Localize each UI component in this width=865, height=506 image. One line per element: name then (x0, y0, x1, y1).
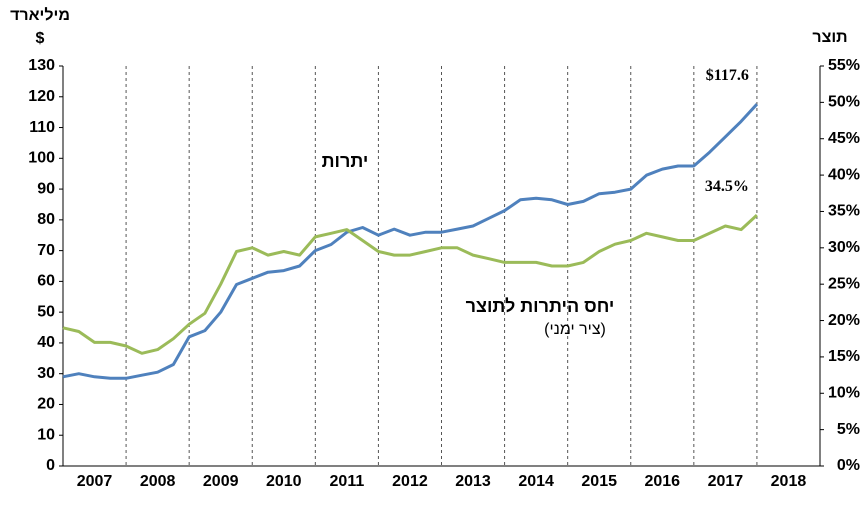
y2-axis-title: תוצר (812, 29, 847, 46)
y2-tick-label: 5% (837, 421, 860, 438)
y-tick-label: 70 (37, 242, 55, 259)
y-tick-label: 80 (37, 211, 55, 228)
y-tick-label: 20 (37, 396, 55, 413)
y-tick-label: 130 (28, 57, 55, 74)
y2-tick-label: 55% (828, 57, 860, 74)
x-tick-label: 2017 (708, 473, 744, 490)
x-tick-label: 2008 (140, 473, 176, 490)
y2-tick-label: 15% (828, 348, 860, 365)
end-label: 34.5% (705, 178, 749, 195)
y2-tick-label: 25% (828, 275, 860, 292)
x-tick-label: 2016 (644, 473, 680, 490)
y-tick-label: 40 (37, 334, 55, 351)
y2-tick-label: 30% (828, 239, 860, 256)
y-tick-label: 100 (28, 150, 55, 167)
x-tick-label: 2018 (771, 473, 807, 490)
x-tick-label: 2009 (203, 473, 239, 490)
y-tick-label: 110 (29, 119, 55, 136)
axis-note: (ציר ימני) (544, 321, 606, 338)
series-label: יחס היתרות לתוצר (466, 296, 615, 316)
y-tick-label: 10 (37, 426, 55, 443)
series-label: יתרות (322, 151, 369, 171)
y-tick-label: 60 (37, 273, 55, 290)
y2-tick-label: 50% (828, 94, 860, 111)
series-line (62, 103, 759, 380)
x-tick-label: 2012 (392, 473, 428, 490)
y-tick-label: 90 (37, 180, 55, 197)
series-line (62, 213, 758, 355)
x-tick-label: 2015 (581, 473, 617, 490)
y2-tick-label: 45% (828, 130, 860, 147)
y-tick-label: 50 (37, 303, 55, 320)
y2-tick-label: 10% (828, 384, 860, 401)
y2-tick-label: 0% (837, 457, 860, 474)
y-axis-title: מיליארד (10, 6, 70, 24)
y-tick-label: 30 (37, 365, 55, 382)
x-tick-label: 2013 (455, 473, 491, 490)
x-tick-label: 2007 (77, 473, 113, 490)
end-label: $117.6 (706, 67, 749, 84)
x-tick-label: 2014 (518, 473, 554, 490)
y-tick-label: 120 (28, 88, 55, 105)
y-axis-unit: $ (36, 30, 45, 47)
y2-tick-label: 20% (828, 312, 860, 329)
y-tick-label: 0 (46, 457, 55, 474)
y2-tick-label: 40% (828, 166, 860, 183)
x-tick-label: 2010 (266, 473, 302, 490)
y2-tick-label: 35% (828, 203, 860, 220)
x-tick-label: 2011 (330, 473, 365, 490)
